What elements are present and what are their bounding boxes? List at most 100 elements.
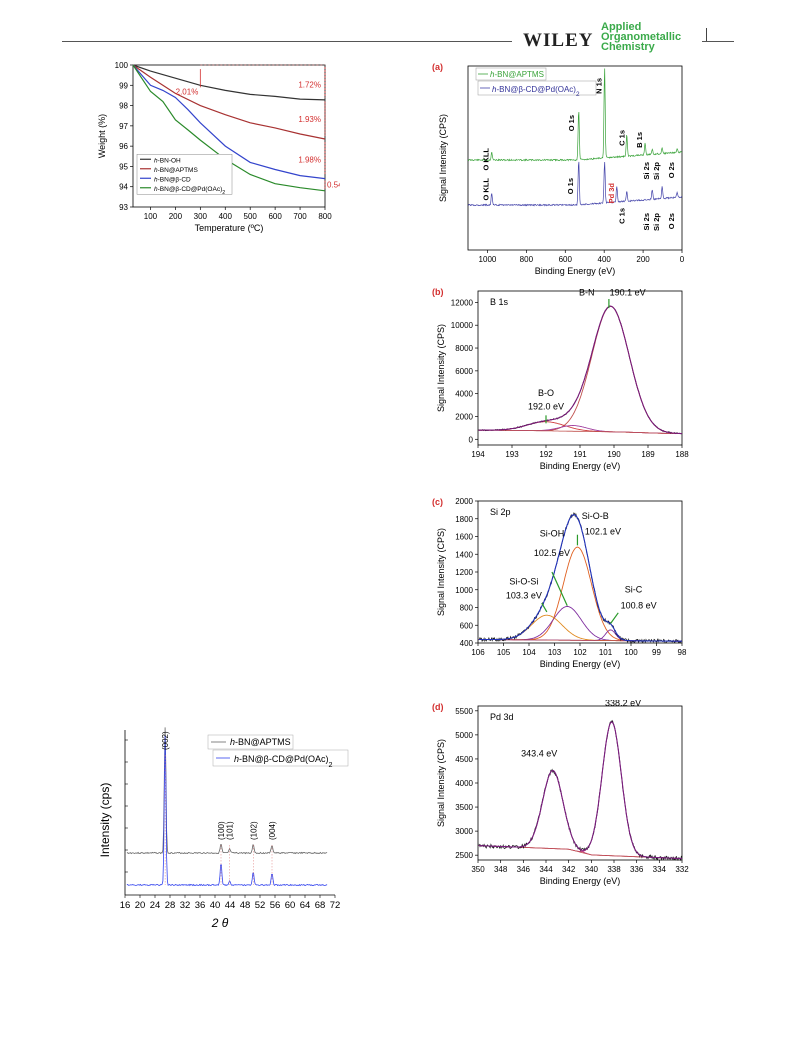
x-tick-label: 340 bbox=[585, 865, 599, 874]
fit-envelope bbox=[478, 721, 683, 860]
series-line bbox=[132, 64, 326, 101]
y-tick-label: 2500 bbox=[455, 851, 473, 860]
peak-label: O 1s bbox=[567, 115, 576, 131]
x-tick-label: 100 bbox=[144, 212, 158, 221]
panel-label: (a) bbox=[432, 62, 443, 72]
y-tick-label: 0 bbox=[469, 435, 474, 444]
series-line bbox=[467, 68, 683, 162]
x-tick-label: 20 bbox=[135, 900, 146, 911]
legend-entry: h-BN@APTMS bbox=[154, 167, 198, 174]
x-tick-label: 28 bbox=[165, 900, 176, 911]
component-name: Si-O-Si bbox=[509, 576, 538, 586]
journal-name-line-2: Organometallic bbox=[601, 31, 682, 43]
y-tick-label: 99 bbox=[119, 81, 128, 90]
x-tick-label: 103 bbox=[548, 648, 562, 657]
journal-name-line-1: Applied bbox=[601, 21, 642, 33]
x-tick-label: 188 bbox=[675, 450, 689, 459]
series-line bbox=[126, 727, 328, 855]
component-energy: 102.5 eV bbox=[534, 548, 570, 558]
x-tick-label: 300 bbox=[194, 212, 208, 221]
x-tick-label: 72 bbox=[330, 900, 341, 911]
legend-box bbox=[477, 80, 597, 96]
x-tick-label: 56 bbox=[270, 900, 281, 911]
component-energy: 102.1 eV bbox=[585, 527, 621, 537]
legend-box bbox=[212, 749, 349, 767]
y-tick-label: 2000 bbox=[455, 497, 473, 506]
y-tick-label: 95 bbox=[119, 162, 128, 171]
xps-si2p-chart: 106 105 104 103 102 101 100 99 98 400 600 800 1000 12… bbox=[432, 497, 687, 669]
component-name: B-O bbox=[538, 388, 554, 398]
y-tick-label: 8000 bbox=[455, 344, 473, 353]
x-tick-label: 48 bbox=[240, 900, 251, 911]
y-axis-label: Signal Intensity (CPS) bbox=[438, 114, 448, 202]
x-tick-label: 193 bbox=[505, 450, 519, 459]
peak-label: Si 2s bbox=[642, 162, 651, 180]
y-tick-label: 12000 bbox=[451, 298, 474, 307]
y-tick-label: 4500 bbox=[455, 755, 473, 764]
raw-spectrum bbox=[478, 305, 683, 435]
peak-label: (002) bbox=[161, 731, 170, 750]
plot-frame bbox=[467, 65, 683, 251]
y-axis-label: Signal Intensity (CPS) bbox=[436, 324, 446, 412]
component-energy: 100.8 eV bbox=[621, 600, 657, 610]
legend-entry: h-BN@APTMS bbox=[490, 70, 544, 79]
x-tick-label: 334 bbox=[653, 865, 667, 874]
panel-label: (b) bbox=[432, 287, 444, 297]
plot-frame bbox=[477, 705, 683, 861]
peak-label: C 1s bbox=[618, 208, 627, 224]
xps-b1s-chart: 194 193 192 191 190 189 188 0 2000 4000 6000 8000 10… bbox=[432, 287, 689, 471]
fit-envelope bbox=[478, 305, 682, 435]
y-tick-label: 98 bbox=[119, 102, 128, 111]
y-tick-label: 5500 bbox=[455, 707, 473, 716]
fit-envelope bbox=[478, 514, 682, 642]
legend-entry: h-BN@β-CD bbox=[154, 176, 191, 183]
x-tick-label: 348 bbox=[494, 865, 508, 874]
peak-marker bbox=[551, 571, 568, 606]
x-tick-label: 600 bbox=[268, 212, 282, 221]
x-tick-label: 100 bbox=[624, 648, 638, 657]
x-tick-label: 52 bbox=[255, 900, 266, 911]
peak-label: B 1s bbox=[635, 132, 644, 148]
annotation-label: 1.72% bbox=[298, 80, 321, 89]
y-axis-label: Signal Intensity (CPS) bbox=[436, 739, 446, 827]
component-name: Si-C bbox=[625, 584, 643, 594]
component-name: B-N bbox=[579, 288, 595, 298]
x-tick-label: 102 bbox=[573, 648, 587, 657]
peak-marker bbox=[610, 612, 619, 624]
x-tick-label: 338 bbox=[607, 865, 621, 874]
y-axis-label: Weight (%) bbox=[97, 114, 107, 158]
x-axis-label: Binding Energy (eV) bbox=[540, 659, 621, 669]
y-tick-label: 6000 bbox=[455, 367, 473, 376]
x-tick-label: 44 bbox=[225, 900, 236, 911]
y-tick-label: 1600 bbox=[455, 533, 473, 542]
x-tick-label: 60 bbox=[285, 900, 296, 911]
y-tick-label: 2000 bbox=[455, 412, 473, 421]
x-axis-label: Binding Energy (eV) bbox=[535, 266, 616, 276]
y-tick-label: 1000 bbox=[455, 586, 473, 595]
legend-entry: h-BN-OH bbox=[154, 157, 181, 164]
annotation-label: 1.98% bbox=[298, 155, 321, 164]
region-label: B 1s bbox=[490, 297, 509, 307]
x-tick-label: 800 bbox=[318, 212, 332, 221]
fit-component bbox=[478, 721, 683, 860]
x-axis-label: 2 θ bbox=[211, 916, 229, 930]
legend-entry: h-BN@β-CD@Pd(OAc)2 bbox=[234, 754, 332, 769]
legend-entry: h-BN@β-CD@Pd(OAc)2 bbox=[154, 186, 225, 196]
x-tick-label: 98 bbox=[678, 648, 687, 657]
peak-label: Si 2p bbox=[652, 162, 661, 180]
y-tick-label: 1400 bbox=[455, 550, 473, 559]
x-tick-label: 68 bbox=[315, 900, 326, 911]
peak-label: O 1s bbox=[566, 178, 575, 194]
x-tick-label: 700 bbox=[293, 212, 307, 221]
journal-name-line-3: Chemistry bbox=[601, 41, 655, 53]
x-tick-label: 192 bbox=[539, 450, 553, 459]
y-axis-label: Intensity (cps) bbox=[98, 783, 112, 858]
xps-pd3d-chart: 350 348 346 344 342 340 338 336 334 332 2500 3000 35… bbox=[432, 700, 689, 886]
peak-label: O 2s bbox=[667, 213, 676, 229]
series-line bbox=[468, 161, 683, 207]
peak-label: N 1s bbox=[595, 78, 604, 94]
x-axis-label: Binding Energy (eV) bbox=[540, 876, 621, 886]
series-line bbox=[126, 735, 328, 887]
legend-box bbox=[207, 734, 294, 750]
legend-box bbox=[475, 67, 547, 81]
